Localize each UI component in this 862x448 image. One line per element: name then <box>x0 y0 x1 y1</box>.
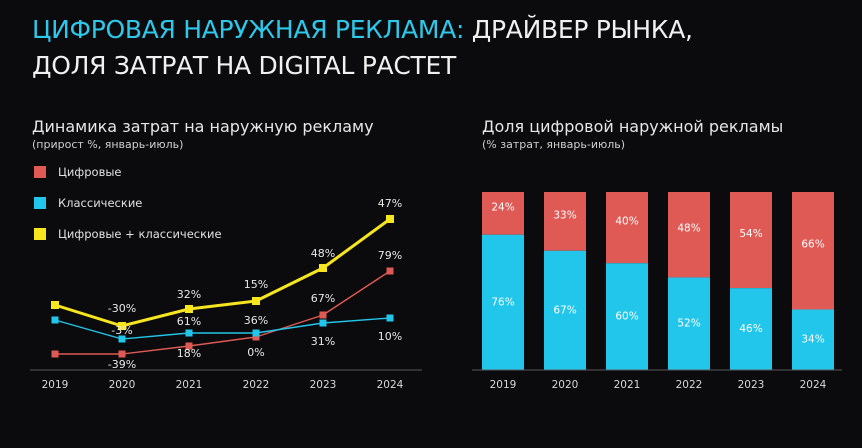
bar-segment-classic <box>792 309 834 370</box>
data-label: 18% <box>177 347 201 360</box>
data-point <box>51 301 59 309</box>
x-tick-label: 2021 <box>614 379 641 391</box>
data-point <box>252 329 260 337</box>
legend-label-classic: Классические <box>58 195 143 210</box>
x-tick-label: 2022 <box>676 379 703 391</box>
bar-chart-subtitle: (% затрат, январь-июль) <box>482 138 626 151</box>
bar-label-digital: 24% <box>491 201 514 213</box>
bar-label-classic: 46% <box>739 323 762 335</box>
bar-segment-classic <box>544 250 586 370</box>
data-point <box>252 297 260 305</box>
data-label: 32% <box>177 288 201 301</box>
bar-segment-digital <box>482 192 524 235</box>
data-label: -3% <box>111 324 132 337</box>
legend-label-total: Цифровые + классические <box>58 226 222 241</box>
data-point <box>118 322 126 330</box>
data-point <box>252 333 260 341</box>
data-point <box>118 335 126 343</box>
data-point <box>185 342 193 350</box>
legend-item-classic: Классические <box>34 187 222 218</box>
data-label: 36% <box>244 314 268 327</box>
bar-segment-digital <box>730 192 772 289</box>
bar-label-classic: 34% <box>801 334 824 346</box>
bar-label-classic: 76% <box>491 296 514 308</box>
series-line-1 <box>54 317 391 340</box>
bar-label-classic: 67% <box>553 304 576 316</box>
data-point <box>51 316 59 324</box>
bar-segment-classic <box>668 277 710 370</box>
series-line-2 <box>54 217 391 328</box>
legend-label-digital: Цифровые <box>58 164 122 179</box>
x-tick-label: 2019 <box>490 379 517 391</box>
data-label: 0% <box>247 346 264 359</box>
line-chart-legend: Цифровые Классические Цифровые + классич… <box>34 156 222 249</box>
bar-label-classic: 60% <box>615 311 638 323</box>
data-label: -30% <box>108 302 136 315</box>
x-tick-label: 2023 <box>310 379 337 391</box>
x-tick-label: 2022 <box>243 379 270 391</box>
data-point <box>319 311 327 319</box>
page-title-line2: ДОЛЯ ЗАТРАТ НА DIGITAL РАСТЕТ <box>32 51 456 80</box>
legend-swatch-digital <box>34 165 46 178</box>
data-point <box>386 314 394 322</box>
data-label: -39% <box>108 358 136 371</box>
x-tick-label: 2020 <box>552 379 579 391</box>
x-tick-label: 2020 <box>109 379 136 391</box>
data-point <box>386 215 394 223</box>
data-label: 61% <box>177 315 201 328</box>
bar-segment-classic <box>482 234 524 370</box>
bar-label-digital: 54% <box>739 228 762 240</box>
series-line-0 <box>55 270 391 355</box>
data-point <box>386 267 394 275</box>
page-title-accent: ЦИФРОВАЯ НАРУЖНАЯ РЕКЛАМА: <box>32 15 465 44</box>
data-label: 15% <box>244 278 268 291</box>
legend-swatch-total <box>34 227 46 240</box>
data-point <box>319 264 327 272</box>
data-point <box>51 350 59 358</box>
data-point <box>319 319 327 327</box>
bar-segment-digital <box>606 192 648 264</box>
bar-label-classic: 52% <box>677 318 700 330</box>
data-point <box>185 305 193 313</box>
legend-swatch-classic <box>34 196 46 209</box>
data-point <box>185 329 193 337</box>
bar-segment-digital <box>668 192 710 278</box>
x-tick-label: 2024 <box>377 379 404 391</box>
bar-chart-title: Доля цифровой наружной рекламы <box>482 117 784 136</box>
line-chart-title: Динамика затрат на наружную рекламу <box>32 117 374 136</box>
data-label: 79% <box>378 249 402 262</box>
bar-segment-digital <box>792 192 834 310</box>
page-title-rest: ДРАЙВЕР РЫНКА, <box>464 15 693 44</box>
legend-item-total: Цифровые + классические <box>34 218 222 249</box>
bar-label-digital: 33% <box>553 209 576 221</box>
data-label: 31% <box>311 335 335 348</box>
bar-segment-digital <box>544 192 586 251</box>
bar-label-digital: 66% <box>801 239 824 251</box>
legend-item-digital: Цифровые <box>34 156 222 187</box>
data-point <box>118 350 126 358</box>
page-title: ЦИФРОВАЯ НАРУЖНАЯ РЕКЛАМА: ДРАЙВЕР РЫНКА… <box>32 12 693 84</box>
bar-label-digital: 40% <box>615 216 638 228</box>
x-tick-label: 2024 <box>800 379 827 391</box>
x-tick-label: 2021 <box>176 379 203 391</box>
x-tick-label: 2019 <box>42 379 69 391</box>
bar-segment-classic <box>730 288 772 370</box>
data-label: 47% <box>378 197 402 210</box>
data-label: 48% <box>311 247 335 260</box>
x-tick-label: 2023 <box>738 379 765 391</box>
data-label: 67% <box>311 292 335 305</box>
bar-label-digital: 48% <box>677 223 700 235</box>
bar-segment-classic <box>606 263 648 370</box>
data-label: 10% <box>378 330 402 343</box>
line-chart-subtitle: (прирост %, январь-июль) <box>32 138 184 151</box>
